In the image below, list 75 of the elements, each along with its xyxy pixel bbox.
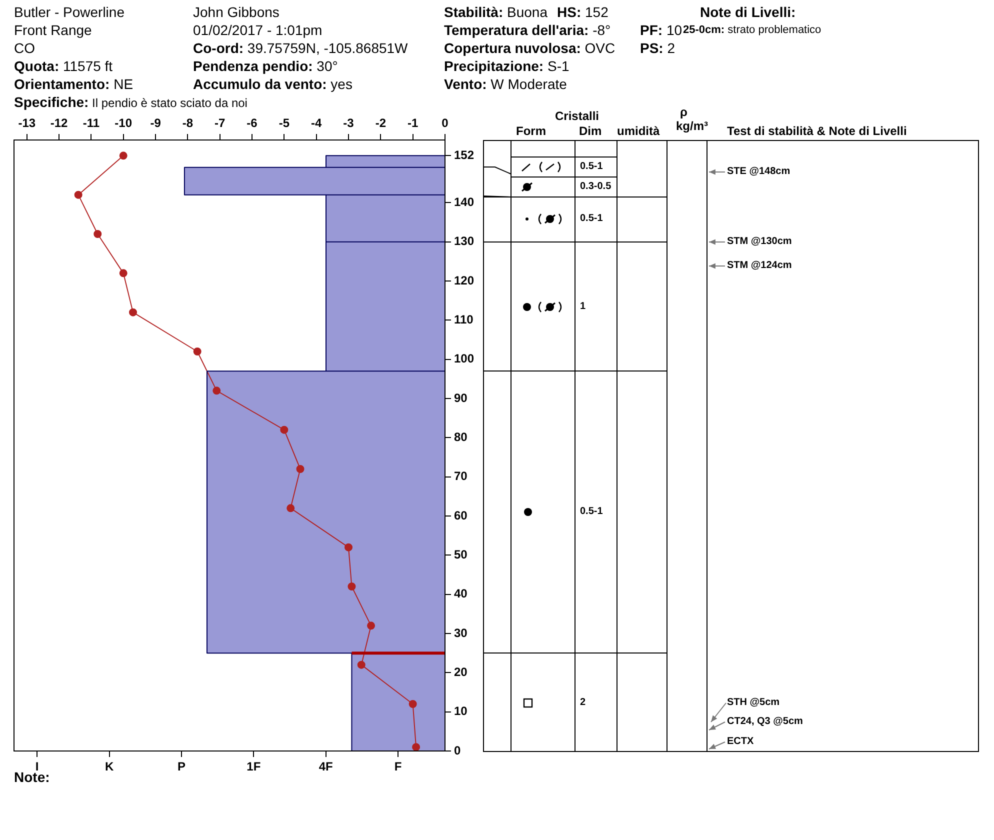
y-tick-label: 100	[454, 352, 474, 366]
text: HS: 152	[557, 4, 608, 20]
text: STE @148cm	[727, 166, 790, 177]
text: 25-0cm: strato problematico	[683, 24, 822, 36]
x2-tick-label: -8	[182, 116, 194, 130]
text: Orientamento: NE	[14, 76, 134, 92]
text: 2	[580, 697, 586, 708]
text: Pendenza pendio: 30°	[193, 58, 338, 74]
text: STH @5cm	[727, 697, 780, 708]
text: Co-ord: 39.75759N, -105.86851W	[193, 40, 408, 56]
text: CO	[14, 40, 35, 56]
y-tick-label: 140	[454, 194, 474, 209]
x2-tick-label: -4	[311, 116, 322, 130]
text: ECTX	[727, 736, 754, 747]
y-tick-label: 50	[454, 547, 468, 562]
x2-tick-label: -9	[150, 116, 162, 130]
text: John Gibbons	[193, 4, 280, 20]
text: Precipitazione: S-1	[444, 58, 570, 74]
text: Cristalli	[555, 109, 600, 123]
text: Vento: W Moderate	[444, 76, 567, 92]
text: Test di stabilità & Note di Livelli	[727, 124, 907, 138]
y-tick-label: 110	[454, 312, 474, 326]
text: Temperatura dell'aria: -8°	[444, 22, 611, 38]
x2-tick-label: -11	[82, 116, 100, 130]
y-tick-label: 90	[454, 390, 468, 405]
text: Front Range	[14, 22, 92, 38]
text: Form	[516, 124, 546, 138]
x2-tick-label: 0	[442, 116, 449, 130]
text: PF: 10	[640, 22, 682, 38]
x2-tick-label: -7	[214, 116, 226, 130]
x2-tick-label: -3	[343, 116, 354, 130]
y-tick-label: 152	[454, 148, 474, 162]
text: 0.3-0.5	[580, 181, 612, 192]
text: 01/02/2017 - 1:01pm	[193, 22, 322, 38]
y-tick-label: 70	[454, 469, 468, 484]
x2-tick-label: -12	[50, 116, 68, 130]
x2-tick-label: -5	[278, 116, 290, 130]
x-tick-label: K	[104, 760, 114, 774]
y-tick-label: 40	[454, 586, 468, 601]
text: Quota: 11575 ft	[14, 58, 113, 74]
text: CT24, Q3 @5cm	[727, 716, 803, 727]
text: 0.5-1	[580, 506, 603, 517]
y-tick-label: 10	[454, 704, 468, 718]
text: 1	[580, 301, 586, 312]
text: Stabilità: Buona	[444, 4, 548, 20]
text: kg/m³	[676, 119, 708, 133]
x-tick-label: 4F	[318, 760, 333, 774]
y-tick-label: 30	[454, 626, 468, 640]
x-tick-label: F	[394, 760, 402, 774]
text: PS: 2	[640, 40, 676, 56]
x2-tick-label: -2	[375, 116, 386, 130]
text: Copertura nuvolosa: OVC	[444, 40, 616, 56]
x-tick-label: P	[177, 760, 186, 774]
text: Butler - Powerline	[14, 4, 124, 20]
text: 0.5-1	[580, 161, 603, 172]
text: ρ	[680, 105, 688, 119]
text: STM @124cm	[727, 260, 792, 271]
y-tick-label: 80	[454, 430, 468, 444]
text: Note di Livelli:	[700, 4, 796, 20]
x2-tick-label: -6	[246, 116, 258, 130]
text: 0.5-1	[580, 213, 603, 224]
text: Accumulo da vento: yes	[193, 76, 352, 92]
text: STM @130cm	[727, 236, 792, 247]
y-tick-label: 120	[454, 273, 474, 288]
x2-tick-label: -13	[18, 116, 36, 130]
text: Dim	[579, 124, 602, 138]
y-tick-label: 20	[454, 664, 468, 679]
text: umidità	[617, 124, 660, 138]
x2-tick-label: -1	[408, 116, 418, 130]
x-tick-label: 1F	[246, 760, 261, 774]
y-tick-label: 130	[454, 234, 474, 248]
y-tick-label: 0	[454, 743, 461, 758]
x2-tick-label: -10	[114, 116, 132, 130]
y-tick-label: 60	[454, 508, 468, 522]
text: Specifiche: Il pendio è stato sciato da noi	[14, 94, 248, 110]
